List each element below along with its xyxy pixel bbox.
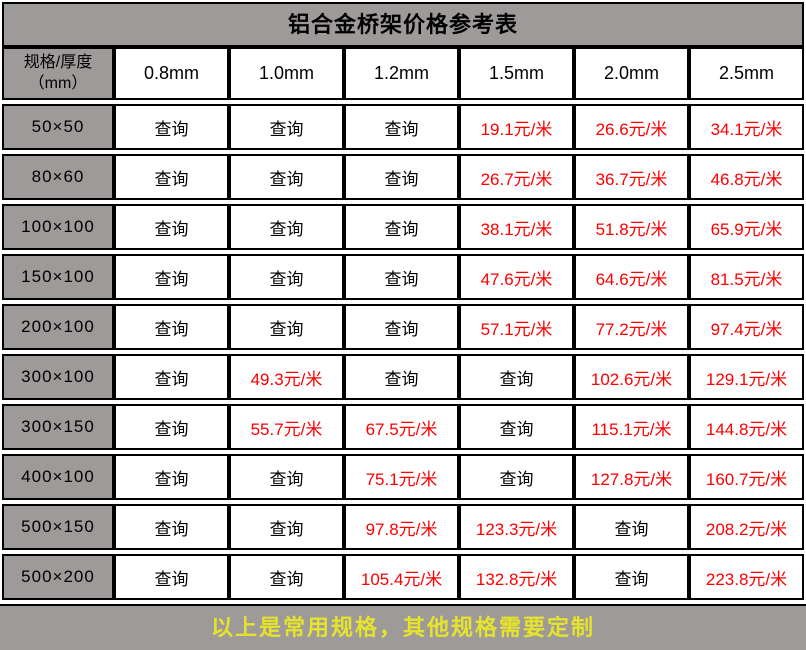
column-header-1.5mm: 1.5mm (459, 47, 574, 100)
query-cell: 查询 (344, 154, 459, 200)
price-cell: 223.8元/米 (689, 554, 804, 600)
price-cell: 47.6元/米 (459, 254, 574, 300)
column-header-1.0mm: 1.0mm (229, 47, 344, 100)
spec-cell: 300×150 (2, 404, 114, 450)
table-row: 200×100 查询 查询 查询 57.1元/米 77.2元/米 97.4元/米 (2, 304, 804, 350)
price-cell: 46.8元/米 (689, 154, 804, 200)
query-cell: 查询 (459, 404, 574, 450)
table-row: 300×100 查询 49.3元/米 查询 查询 102.6元/米 129.1元/米 (2, 354, 804, 400)
query-cell: 查询 (459, 454, 574, 500)
price-table-header: 规格/厚度 （mm） 0.8mm 1.0mm 1.2mm 1.5mm 2.0mm 2.5m… (2, 47, 804, 100)
query-cell: 查询 (229, 504, 344, 550)
price-table: 规格/厚度 （mm） 0.8mm 1.0mm 1.2mm 1.5mm 2.0mm 2.5m… (2, 43, 804, 604)
query-cell: 查询 (344, 304, 459, 350)
table-row: 150×100 查询 查询 查询 47.6元/米 64.6元/米 81.5元/米 (2, 254, 804, 300)
query-cell: 查询 (114, 204, 229, 250)
price-cell: 132.8元/米 (459, 554, 574, 600)
price-cell: 34.1元/米 (689, 104, 804, 150)
corner-header-line2: （mm） (28, 74, 88, 92)
table-row: 80×60 查询 查询 查询 26.7元/米 36.7元/米 46.8元/米 (2, 154, 804, 200)
price-cell: 102.6元/米 (574, 354, 689, 400)
query-cell: 查询 (574, 554, 689, 600)
price-cell: 38.1元/米 (459, 204, 574, 250)
table-row: 500×200 查询 查询 105.4元/米 132.8元/米 查询 223.8元/米 (2, 554, 804, 600)
spec-cell: 150×100 (2, 254, 114, 300)
table-row: 300×150 查询 55.7元/米 67.5元/米 查询 115.1元/米 144.8元/… (2, 404, 804, 450)
spec-cell: 300×100 (2, 354, 114, 400)
query-cell: 查询 (229, 554, 344, 600)
price-cell: 77.2元/米 (574, 304, 689, 350)
query-cell: 查询 (114, 554, 229, 600)
footer-note: 以上是常用规格，其他规格需要定制 (0, 604, 806, 650)
query-cell: 查询 (229, 304, 344, 350)
spec-cell: 400×100 (2, 454, 114, 500)
query-cell: 查询 (229, 154, 344, 200)
price-cell: 51.8元/米 (574, 204, 689, 250)
query-cell: 查询 (114, 504, 229, 550)
price-cell: 75.1元/米 (344, 454, 459, 500)
price-cell: 127.8元/米 (574, 454, 689, 500)
spec-thickness-corner-header: 规格/厚度 （mm） (2, 47, 114, 100)
query-cell: 查询 (574, 504, 689, 550)
price-cell: 67.5元/米 (344, 404, 459, 450)
query-cell: 查询 (229, 454, 344, 500)
spec-cell: 500×150 (2, 504, 114, 550)
query-cell: 查询 (114, 354, 229, 400)
price-table-body: 50×50 查询 查询 查询 19.1元/米 26.6元/米 34.1元/米 80×60 查询查… (2, 104, 804, 600)
price-cell: 64.6元/米 (574, 254, 689, 300)
spec-cell: 500×200 (2, 554, 114, 600)
query-cell: 查询 (229, 254, 344, 300)
column-header-0.8mm: 0.8mm (114, 47, 229, 100)
column-header-1.2mm: 1.2mm (344, 47, 459, 100)
table-row: 100×100 查询 查询 查询 38.1元/米 51.8元/米 65.9元/米 (2, 204, 804, 250)
spec-cell: 100×100 (2, 204, 114, 250)
table-row: 500×150 查询 查询 97.8元/米 123.3元/米 查询 208.2元/米 (2, 504, 804, 550)
spec-cell: 50×50 (2, 104, 114, 150)
table-row: 50×50 查询 查询 查询 19.1元/米 26.6元/米 34.1元/米 (2, 104, 804, 150)
price-cell: 49.3元/米 (229, 354, 344, 400)
query-cell: 查询 (114, 154, 229, 200)
spec-cell: 200×100 (2, 304, 114, 350)
price-cell: 115.1元/米 (574, 404, 689, 450)
price-cell: 26.7元/米 (459, 154, 574, 200)
query-cell: 查询 (114, 454, 229, 500)
price-cell: 105.4元/米 (344, 554, 459, 600)
price-cell: 208.2元/米 (689, 504, 804, 550)
query-cell: 查询 (114, 404, 229, 450)
page-title: 铝合金桥架价格参考表 (2, 2, 804, 47)
column-header-2.0mm: 2.0mm (574, 47, 689, 100)
column-header-2.5mm: 2.5mm (689, 47, 804, 100)
corner-header-line1: 规格/厚度 (23, 53, 93, 71)
query-cell: 查询 (229, 104, 344, 150)
price-cell: 26.6元/米 (574, 104, 689, 150)
query-cell: 查询 (229, 204, 344, 250)
query-cell: 查询 (344, 104, 459, 150)
query-cell: 查询 (114, 304, 229, 350)
query-cell: 查询 (459, 354, 574, 400)
price-cell: 19.1元/米 (459, 104, 574, 150)
price-cell: 129.1元/米 (689, 354, 804, 400)
query-cell: 查询 (344, 204, 459, 250)
price-cell: 36.7元/米 (574, 154, 689, 200)
price-cell: 123.3元/米 (459, 504, 574, 550)
price-cell: 81.5元/米 (689, 254, 804, 300)
query-cell: 查询 (344, 354, 459, 400)
table-row: 400×100 查询 查询 75.1元/米 查询 127.8元/米 160.7元/米 (2, 454, 804, 500)
header-row: 规格/厚度 （mm） 0.8mm 1.0mm 1.2mm 1.5mm 2.0mm 2.5m… (2, 47, 804, 100)
price-cell: 97.8元/米 (344, 504, 459, 550)
spec-cell: 80×60 (2, 154, 114, 200)
query-cell: 查询 (114, 254, 229, 300)
price-cell: 97.4元/米 (689, 304, 804, 350)
price-cell: 160.7元/米 (689, 454, 804, 500)
query-cell: 查询 (344, 254, 459, 300)
query-cell: 查询 (114, 104, 229, 150)
price-cell: 65.9元/米 (689, 204, 804, 250)
price-cell: 144.8元/米 (689, 404, 804, 450)
price-cell: 57.1元/米 (459, 304, 574, 350)
price-cell: 55.7元/米 (229, 404, 344, 450)
